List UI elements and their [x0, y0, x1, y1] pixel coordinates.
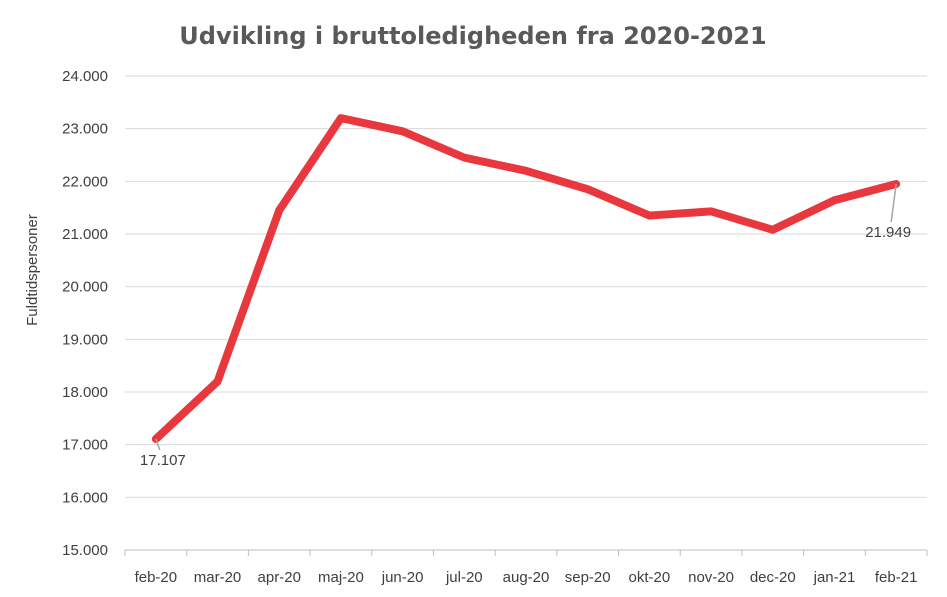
x-tick-label: jun-20: [381, 569, 424, 586]
x-tick-label: apr-20: [258, 569, 301, 586]
y-tick-label: 21.000: [62, 226, 108, 243]
x-tick-label: maj-20: [318, 569, 364, 586]
series-line: [151, 114, 901, 444]
data-point: [707, 207, 715, 215]
x-tick-label: jul-20: [445, 569, 483, 586]
data-label-leader: [155, 438, 161, 451]
y-tick-label: 16.000: [62, 489, 108, 506]
y-tick-label: 15.000: [62, 542, 108, 559]
series-layer: [151, 114, 901, 444]
x-tick-label: mar-20: [194, 569, 242, 586]
x-tick-label: dec-20: [750, 569, 796, 586]
data-point: [522, 167, 530, 175]
data-point: [337, 114, 345, 122]
data-label: 17.107: [140, 452, 186, 469]
x-tick-label: jan-21: [813, 569, 856, 586]
y-tick-label: 24.000: [62, 68, 108, 85]
gridlines: [125, 75, 927, 498]
data-labels: 17.107 21.949: [140, 183, 911, 469]
x-tick-label: okt-20: [629, 569, 671, 586]
x-tick-label: feb-21: [875, 569, 918, 586]
x-tick-label: feb-20: [135, 569, 178, 586]
y-axis-label: Fuldtidspersoner: [24, 214, 41, 326]
data-point: [645, 212, 653, 220]
x-tick-label: aug-20: [503, 569, 550, 586]
chart-title: Udvikling i bruttoledigheden fra 2020-20…: [179, 22, 766, 50]
data-point: [584, 185, 592, 193]
y-tick-label: 19.000: [62, 331, 108, 348]
data-label: 21.949: [865, 224, 911, 241]
data-point: [460, 154, 468, 162]
y-tick-label: 18.000: [62, 384, 108, 401]
x-tick-labels: feb-20 mar-20 apr-20 maj-20 jun-20 jul-20 aug-…: [135, 569, 918, 586]
data-point: [769, 226, 777, 234]
data-point: [399, 127, 407, 135]
y-tick-label: 20.000: [62, 279, 108, 296]
x-tick-label: sep-20: [565, 569, 611, 586]
x-tick-label: nov-20: [688, 569, 734, 586]
data-point: [275, 206, 283, 214]
y-tick-label: 23.000: [62, 121, 108, 138]
data-point: [214, 377, 222, 385]
data-point: [830, 196, 838, 204]
data-label-leader: [890, 183, 897, 223]
y-tick-labels: 15.000 16.000 17.000 18.000 19.000 20.000 21.0…: [62, 68, 108, 559]
x-axis: [124, 549, 928, 556]
y-tick-label: 17.000: [62, 437, 108, 454]
y-tick-label: 22.000: [62, 173, 108, 190]
